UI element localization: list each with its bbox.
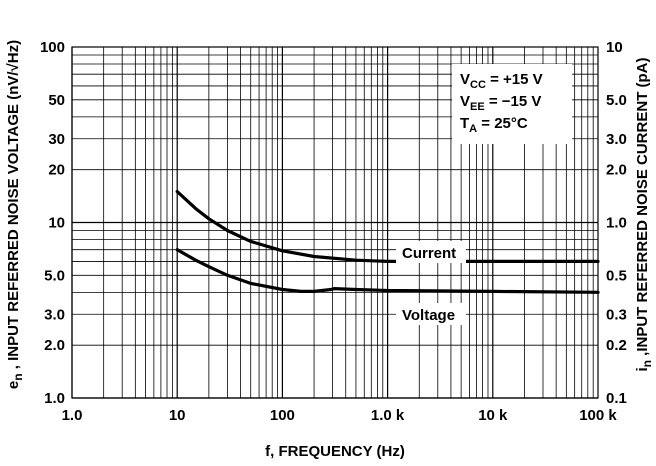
y-axis-title: en , INPUT REFERRED NOISE VOLTAGE (nV/√H… <box>5 40 25 389</box>
legend-voltage: Voltage <box>402 307 455 324</box>
conditions-subscript: EE <box>470 101 485 113</box>
y-tick-label: 5.0 <box>44 267 65 284</box>
y-tick-label: 2.0 <box>44 337 65 354</box>
x-tick-label: 1.0 <box>62 407 83 424</box>
y-tick-label: 50 <box>48 92 65 109</box>
y-axis-title-prefix: e <box>5 381 22 389</box>
conditions-symbol: T <box>460 115 469 132</box>
legend-current: Current <box>402 245 456 262</box>
legend-voltage-bg <box>396 303 466 325</box>
conditions-line: VEE = −15 V <box>460 93 541 113</box>
x-tick-labels: 1.0 10 100 1.0 k 10 k 100 k <box>62 407 618 424</box>
conditions-line: TA = 25°C <box>460 115 528 135</box>
y2-tick-label: 10 <box>606 39 623 56</box>
y2-tick-label: 3.0 <box>606 131 627 148</box>
y2-axis-title-prefix: i <box>634 367 651 371</box>
plot-frame <box>71 46 599 399</box>
y-tick-label: 1.0 <box>44 390 65 407</box>
series-line-voltage <box>175 248 600 294</box>
conditions-symbol: V <box>460 71 470 88</box>
y-axis-title-rest: , INPUT REFERRED NOISE VOLTAGE (nV/√Hz) <box>5 40 22 374</box>
y2-axis-title-sub: n <box>640 360 654 367</box>
conditions-symbol: V <box>460 93 470 110</box>
y2-tick-label: 1.0 <box>606 215 627 232</box>
x-tick-label: 1.0 k <box>371 407 405 424</box>
y2-axis-title-rest: ,INPUT REFERRED NOISE CURRENT (pA) <box>634 57 651 360</box>
x-axis-title: f, FREQUENCY (Hz) <box>265 443 405 460</box>
y2-tick-labels: 0.1 0.2 0.3 0.5 1.0 2.0 3.0 5.0 10 <box>606 39 627 407</box>
conditions-subscript: A <box>469 123 477 135</box>
x-tick-label: 100 <box>270 407 295 424</box>
y2-tick-label: 0.5 <box>606 267 627 284</box>
y-tick-label: 100 <box>40 39 65 56</box>
y-tick-labels: 1.0 2.0 3.0 5.0 10 20 30 50 100 <box>40 39 65 407</box>
y2-tick-label: 5.0 <box>606 92 627 109</box>
y-tick-label: 20 <box>48 162 65 179</box>
y2-tick-label: 2.0 <box>606 162 627 179</box>
conditions-value: = −15 V <box>485 93 542 110</box>
y-axis-title-sub: n <box>11 373 25 380</box>
x-tick-label: 10 k <box>478 407 508 424</box>
y-tick-label: 30 <box>48 131 65 148</box>
x-tick-label: 100 k <box>579 407 617 424</box>
y2-tick-label: 0.2 <box>606 337 627 354</box>
legend-current-bg <box>396 241 466 263</box>
x-tick-label: 10 <box>169 407 186 424</box>
conditions-value: = +15 V <box>486 71 543 88</box>
y2-axis-title: in ,INPUT REFERRED NOISE CURRENT (pA) <box>634 57 654 371</box>
conditions-line: VCC = +15 V <box>460 71 543 91</box>
y-tick-label: 10 <box>48 215 65 232</box>
y2-tick-label: 0.1 <box>606 390 627 407</box>
grid <box>71 47 598 399</box>
conditions-subscript: CC <box>470 79 486 91</box>
y-tick-label: 3.0 <box>44 306 65 323</box>
conditions-box <box>452 64 572 144</box>
conditions-value: = 25°C <box>477 115 528 132</box>
y2-tick-label: 0.3 <box>606 306 627 323</box>
